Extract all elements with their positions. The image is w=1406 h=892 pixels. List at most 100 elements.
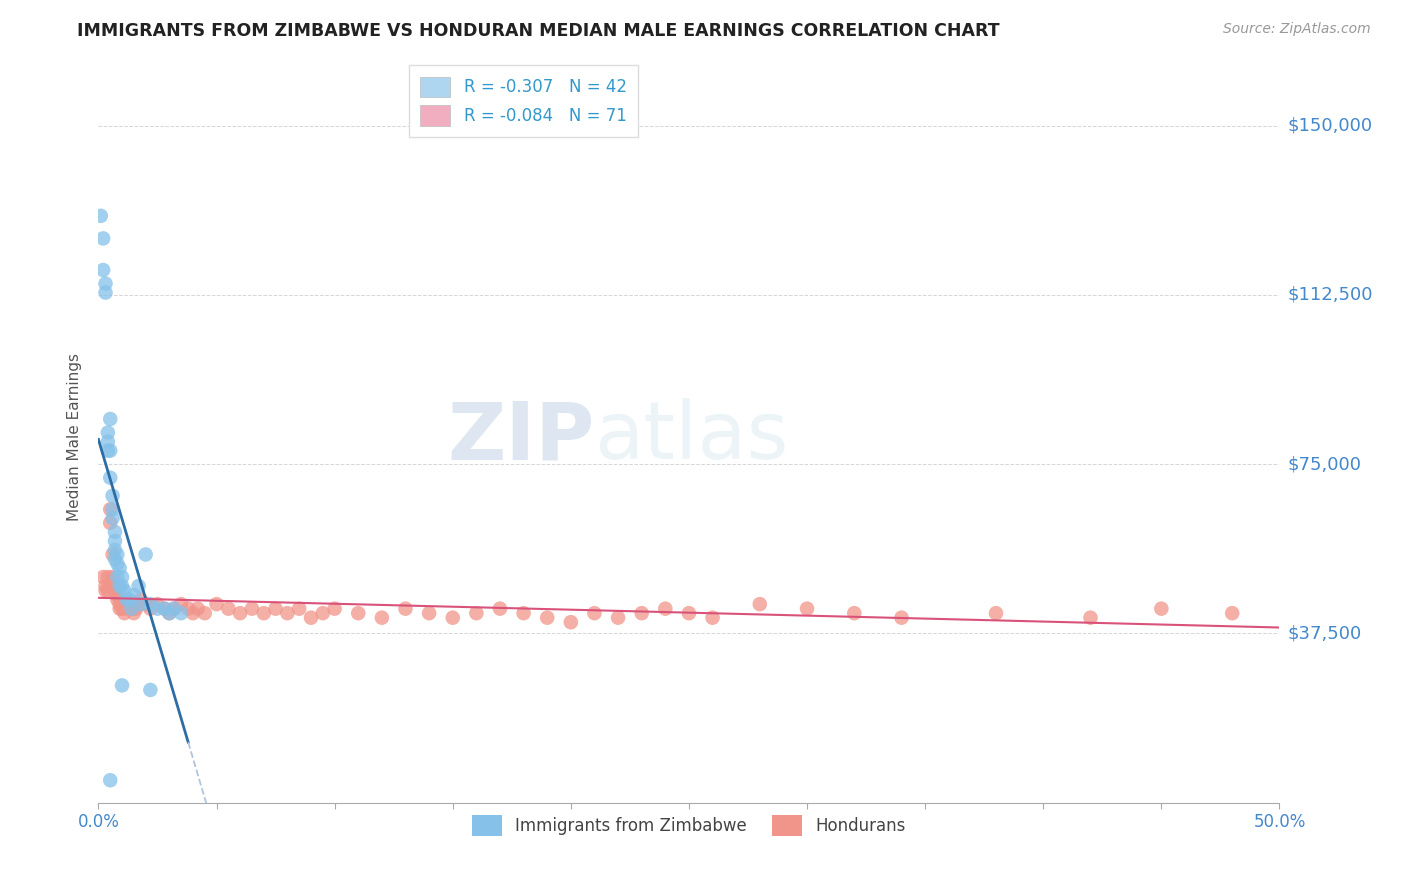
Point (111, 601, 134, 615)
Point (98, 502, 121, 516)
Point (418, 606, 440, 620)
Point (122, 588, 145, 602)
Point (104, 583, 127, 598)
Point (276, 606, 298, 620)
Point (1220, 606, 1243, 620)
Text: ZIP: ZIP (447, 398, 595, 476)
Point (108, 601, 131, 615)
Point (128, 597, 150, 611)
Point (135, 597, 157, 611)
Point (112, 606, 135, 620)
Text: IMMIGRANTS FROM ZIMBABWE VS HONDURAN MEDIAN MALE EARNINGS CORRELATION CHART: IMMIGRANTS FROM ZIMBABWE VS HONDURAN MED… (77, 22, 1000, 40)
Point (371, 610, 394, 624)
Point (288, 601, 311, 615)
Point (98, 516, 121, 530)
Point (94, 285, 117, 300)
Point (240, 601, 263, 615)
Point (104, 543, 127, 558)
Point (101, 548, 124, 562)
Point (170, 597, 193, 611)
Point (512, 606, 534, 620)
Point (105, 548, 128, 562)
Point (630, 606, 652, 620)
Point (536, 610, 558, 624)
Point (654, 601, 676, 615)
Point (111, 678, 134, 692)
Point (104, 552, 127, 566)
Point (394, 601, 416, 615)
Point (111, 570, 134, 584)
Point (177, 601, 200, 615)
Point (217, 601, 239, 615)
Point (108, 579, 131, 593)
Point (105, 592, 128, 607)
Point (121, 601, 143, 615)
Point (91, 570, 114, 584)
Point (97, 443, 120, 458)
Point (253, 606, 276, 620)
Point (104, 579, 127, 593)
Point (465, 606, 488, 620)
Point (115, 592, 138, 607)
Point (129, 597, 152, 611)
Point (312, 606, 335, 620)
Point (115, 601, 138, 615)
Legend: Immigrants from Zimbabwe, Hondurans: Immigrants from Zimbabwe, Hondurans (463, 805, 915, 846)
Point (796, 601, 818, 615)
Point (441, 610, 464, 624)
Point (111, 597, 134, 611)
Point (187, 601, 209, 615)
Text: $150,000: $150,000 (1288, 117, 1372, 135)
Y-axis label: Median Male Earnings: Median Male Earnings (67, 353, 83, 521)
Point (97, 583, 120, 598)
Point (153, 601, 176, 615)
Text: $75,000: $75,000 (1288, 455, 1362, 473)
Point (139, 601, 162, 615)
Point (128, 579, 150, 593)
Point (111, 579, 134, 593)
Point (163, 601, 186, 615)
Point (489, 601, 512, 615)
Point (299, 610, 322, 624)
Point (560, 615, 582, 630)
Point (105, 570, 128, 584)
Text: $37,500: $37,500 (1288, 624, 1362, 642)
Point (264, 601, 287, 615)
Point (91, 231, 114, 245)
Point (105, 557, 128, 571)
Point (194, 606, 217, 620)
Point (98, 443, 121, 458)
Point (748, 597, 770, 611)
Point (229, 606, 252, 620)
Point (101, 511, 124, 525)
Point (97, 434, 120, 449)
Point (844, 606, 866, 620)
Point (157, 606, 180, 620)
Point (97, 425, 120, 440)
Point (104, 533, 127, 548)
Point (108, 597, 131, 611)
Point (94, 579, 117, 593)
Point (181, 606, 204, 620)
Point (890, 610, 912, 624)
Point (121, 601, 143, 615)
Point (122, 606, 145, 620)
Point (94, 277, 117, 291)
Point (347, 606, 370, 620)
Point (104, 524, 127, 539)
Point (98, 412, 121, 426)
Point (146, 601, 169, 615)
Point (678, 606, 700, 620)
Point (205, 597, 228, 611)
Point (984, 606, 1007, 620)
Point (146, 597, 169, 611)
Point (105, 588, 128, 602)
Point (583, 606, 606, 620)
Point (1150, 601, 1173, 615)
Point (101, 502, 124, 516)
Point (607, 610, 630, 624)
Point (139, 682, 162, 697)
Point (702, 610, 724, 624)
Point (108, 561, 131, 575)
Point (118, 592, 141, 607)
